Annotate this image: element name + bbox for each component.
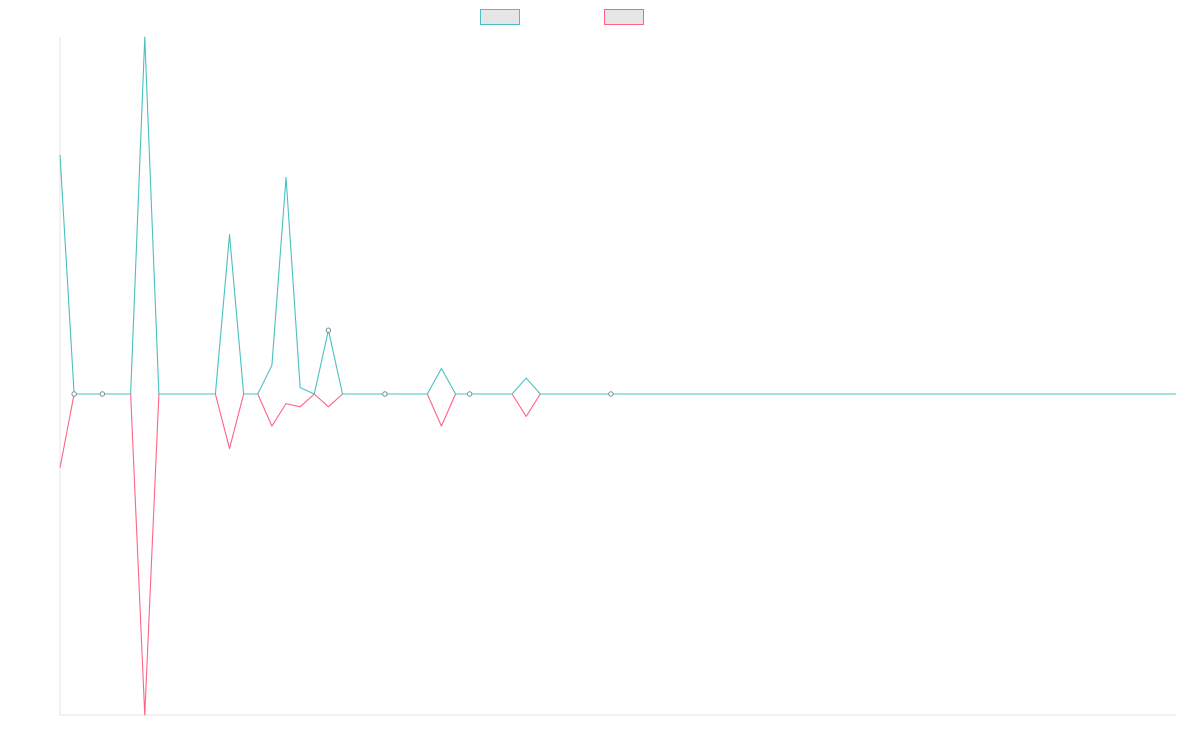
data-point-1 (71, 391, 77, 397)
series-line-2 (59, 393, 1176, 716)
legend-swatch-series-2 (604, 9, 644, 25)
series-line-1 (59, 36, 1176, 395)
data-point-5 (466, 391, 473, 397)
data-point-3 (325, 327, 332, 333)
data-point-6 (608, 391, 614, 397)
data-point-2 (99, 391, 106, 397)
legend-swatch-series-1 (480, 9, 520, 25)
legend (0, 9, 1200, 27)
data-point-4 (382, 391, 388, 397)
